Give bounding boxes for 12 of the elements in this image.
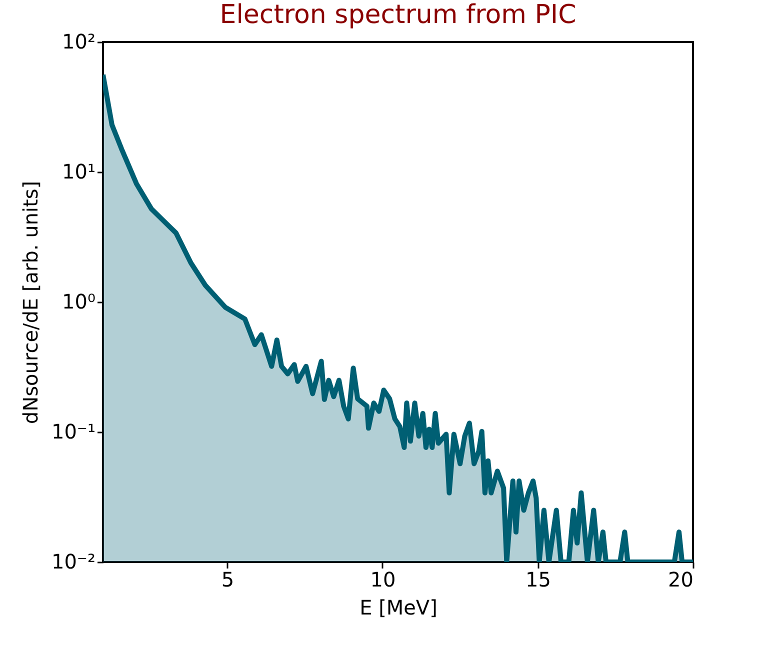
y-axis-title: dNsource/dE [arb. units] bbox=[18, 180, 42, 424]
x-tick-label: 10 bbox=[370, 568, 396, 592]
y-tick-label: 10⁻² bbox=[51, 550, 96, 574]
y-tick-label: 10¹ bbox=[62, 160, 96, 184]
x-axis-title: E [MeV] bbox=[360, 596, 438, 620]
y-tick-label: 10⁻¹ bbox=[51, 420, 96, 444]
chart-title: Electron spectrum from PIC bbox=[220, 0, 576, 30]
y-tick-label: 10² bbox=[62, 30, 96, 54]
y-tick-label: 10⁰ bbox=[62, 290, 96, 314]
x-tick-label: 5 bbox=[221, 568, 234, 592]
x-tick-label: 20 bbox=[668, 568, 694, 592]
x-tick-label: 15 bbox=[526, 568, 551, 592]
